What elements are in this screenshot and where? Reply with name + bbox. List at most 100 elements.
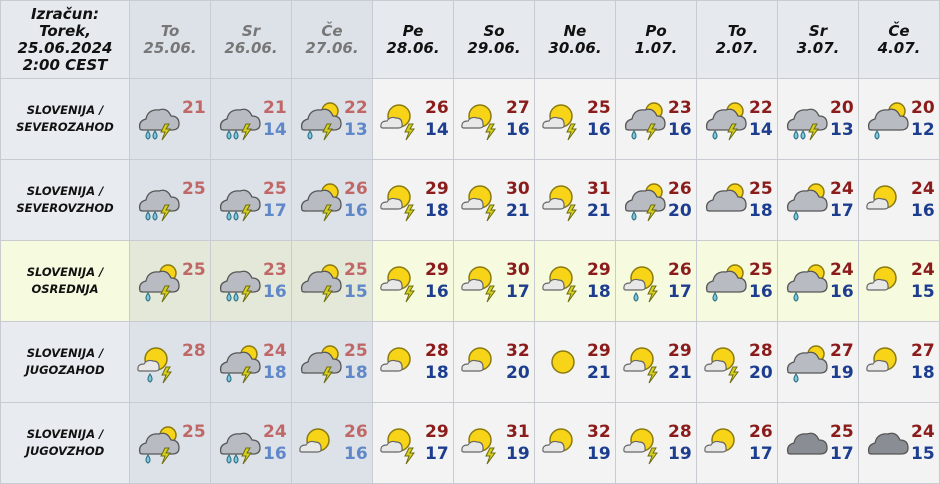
cloud-sun-rain-thunder-icon — [134, 259, 182, 303]
min-temp: 20 — [749, 363, 773, 383]
max-temp: 20 — [911, 98, 935, 118]
min-temp: 21 — [587, 363, 611, 383]
sun-cloud-icon — [701, 421, 749, 465]
forecast-cell: 26 20 — [615, 159, 697, 241]
table-row: SLOVENIJA / JUGOZAHOD 28 24 18 25 18 28 18 3… — [0, 321, 940, 403]
max-temp: 30 — [506, 179, 530, 199]
forecast-cell: 30 21 — [453, 159, 535, 241]
min-temp — [182, 119, 206, 141]
cloud-sun-thunder-icon — [296, 340, 344, 384]
max-temp: 25 — [344, 260, 368, 280]
min-temp: 16 — [344, 444, 368, 464]
sun-cloud-thunder-icon — [377, 421, 425, 465]
min-temp: 17 — [263, 201, 287, 221]
min-temp — [182, 281, 206, 303]
forecast-cell: 26 17 — [615, 240, 697, 322]
forecast-cell: 27 19 — [777, 321, 859, 403]
max-temp: 24 — [263, 341, 287, 361]
forecast-cell: 25 18 — [696, 159, 778, 241]
sun-cloud-thunder-icon — [539, 259, 587, 303]
forecast-cell: 32 20 — [453, 321, 535, 403]
cloud-sun-thunder-icon — [296, 259, 344, 303]
min-temp: 16 — [344, 201, 368, 221]
region-label[interactable]: SLOVENIJA / SEVEROVZHOD — [0, 159, 130, 241]
sun-cloud-icon — [863, 178, 911, 222]
min-temp: 18 — [263, 363, 287, 383]
min-temp: 16 — [749, 282, 773, 302]
calculation-time: Izračun: Torek, 25.06.2024 2:00 CEST — [0, 0, 130, 79]
forecast-cell: 24 16 — [777, 240, 859, 322]
min-temp: 17 — [425, 444, 449, 464]
cloud-sun-rain-icon — [782, 259, 830, 303]
forecast-cell: 25 16 — [696, 240, 778, 322]
cloud-rain-thunder-icon — [215, 259, 263, 303]
cloud-sun-rain-icon — [863, 97, 911, 141]
max-temp: 25 — [830, 422, 854, 442]
forecast-cell: 23 16 — [210, 240, 292, 322]
min-temp: 20 — [506, 363, 530, 383]
min-temp: 17 — [830, 201, 854, 221]
sun-cloud-icon — [377, 340, 425, 384]
forecast-cell: 28 19 — [615, 402, 697, 484]
forecast-cell: 28 18 — [372, 321, 454, 403]
table-row: SLOVENIJA / SEVEROVZHOD 25 25 17 26 16 29 18… — [0, 159, 940, 241]
sun-cloud-icon — [863, 259, 911, 303]
max-temp: 26 — [344, 179, 368, 199]
sun-cloud-thunder-icon — [458, 259, 506, 303]
max-temp: 20 — [830, 98, 854, 118]
max-temp: 26 — [344, 422, 368, 442]
cloud-sun-rain-icon — [782, 178, 830, 222]
min-temp: 20 — [668, 201, 692, 221]
forecast-cell: 23 16 — [615, 78, 697, 160]
forecast-cell: 29 16 — [372, 240, 454, 322]
forecast-cell: 26 17 — [696, 402, 778, 484]
max-temp: 25 — [587, 98, 611, 118]
forecast-cell: 30 17 — [453, 240, 535, 322]
forecast-cell: 25 15 — [291, 240, 373, 322]
forecast-cell: 25 17 — [777, 402, 859, 484]
min-temp: 14 — [749, 120, 773, 140]
max-temp: 29 — [425, 179, 449, 199]
min-temp: 16 — [263, 282, 287, 302]
min-temp: 12 — [911, 120, 935, 140]
max-temp: 24 — [911, 260, 935, 280]
max-temp: 24 — [911, 422, 935, 442]
min-temp: 16 — [668, 120, 692, 140]
sun-cloud-thunder-icon — [458, 97, 506, 141]
cloud-icon — [782, 421, 830, 465]
region-label[interactable]: SLOVENIJA / SEVEROZAHOD — [0, 78, 130, 160]
max-temp: 31 — [506, 422, 530, 442]
cloud-icon — [863, 421, 911, 465]
sun-cloud-thunder-icon — [377, 178, 425, 222]
min-temp: 17 — [830, 444, 854, 464]
min-temp: 14 — [263, 120, 287, 140]
forecast-cell: 25 16 — [534, 78, 616, 160]
region-label[interactable]: SLOVENIJA / JUGOZAHOD — [0, 321, 130, 403]
min-temp: 18 — [425, 201, 449, 221]
min-temp: 16 — [263, 444, 287, 464]
day-header: Pe 28.06. — [372, 0, 454, 79]
max-temp: 32 — [587, 422, 611, 442]
max-temp: 32 — [506, 341, 530, 361]
region-label[interactable]: SLOVENIJA / JUGOVZHOD — [0, 402, 130, 484]
cloud-sun-rain-thunder-icon — [134, 421, 182, 465]
max-temp: 28 — [182, 341, 206, 361]
min-temp: 13 — [344, 120, 368, 140]
forecast-cell: 29 18 — [372, 159, 454, 241]
min-temp: 19 — [506, 444, 530, 464]
max-temp: 27 — [506, 98, 530, 118]
sun-cloud-thunder-icon — [539, 178, 587, 222]
forecast-cell: 25 — [129, 240, 211, 322]
region-label[interactable]: SLOVENIJA / OSREDNJA — [0, 240, 130, 322]
sun-cloud-icon — [458, 340, 506, 384]
forecast-cell: 29 18 — [534, 240, 616, 322]
sun-cloud-thunder-icon — [620, 421, 668, 465]
min-temp — [182, 443, 206, 465]
min-temp: 18 — [344, 363, 368, 383]
sun-cloud-icon — [296, 421, 344, 465]
max-temp: 24 — [911, 179, 935, 199]
sun-cloud-thunder-icon — [377, 259, 425, 303]
cloud-sun-rain-icon — [701, 259, 749, 303]
forecast-cell: 32 19 — [534, 402, 616, 484]
